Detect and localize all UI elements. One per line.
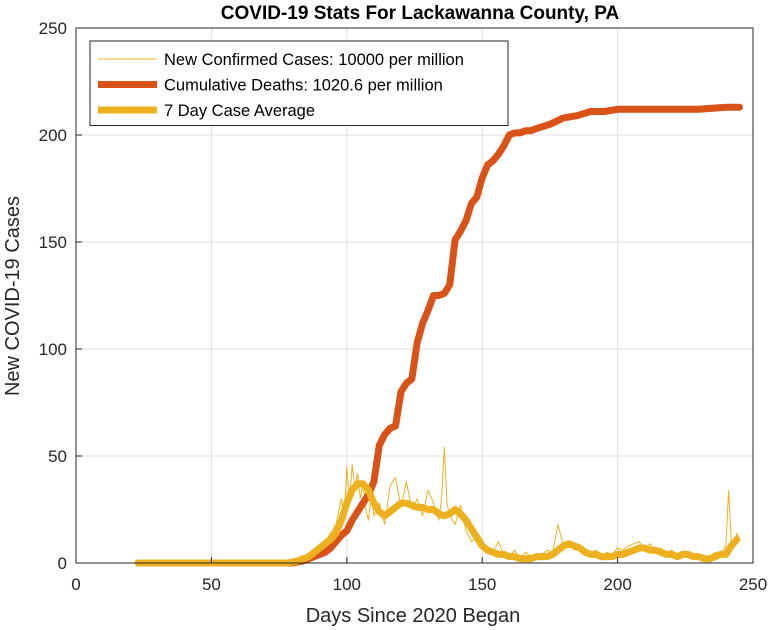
x-tick-label: 100	[333, 575, 361, 594]
legend-entry: 7 Day Case Average	[164, 102, 315, 120]
legend-box	[89, 40, 509, 126]
chart-title: COVID-19 Stats For Lackawanna County, PA	[221, 3, 620, 24]
y-tick-label: 150	[39, 233, 67, 252]
legend-entry: Cumulative Deaths: 1020.6 per million	[164, 77, 443, 95]
series-line-2	[134, 103, 743, 567]
legend: New Confirmed Cases: 10000 per million Cu…	[89, 40, 509, 126]
y-tick-label: 100	[39, 340, 67, 359]
plot-frame	[75, 27, 754, 564]
y-tick-label: 200	[39, 126, 67, 145]
x-tick-label: 150	[468, 575, 496, 594]
y-tick-label: 0	[58, 554, 67, 573]
y-tick-label: 250	[39, 19, 67, 38]
legend-entry: New Confirmed Cases: 10000 per million	[164, 51, 464, 69]
x-tick-label: 0	[71, 575, 80, 594]
series-layer	[134, 103, 743, 567]
x-tick-label: 50	[202, 575, 221, 594]
y-axis-label: New COVID-19 Cases	[2, 196, 24, 396]
x-tick-label: 250	[739, 575, 767, 594]
ticks: 0 50 100 150 200 250 0 50 100 150 200 250	[39, 19, 768, 594]
series-line-3	[134, 480, 741, 567]
y-tick-label: 50	[48, 447, 67, 466]
x-axis-label: Days Since 2020 Began	[306, 605, 521, 627]
x-tick-label: 200	[603, 575, 631, 594]
